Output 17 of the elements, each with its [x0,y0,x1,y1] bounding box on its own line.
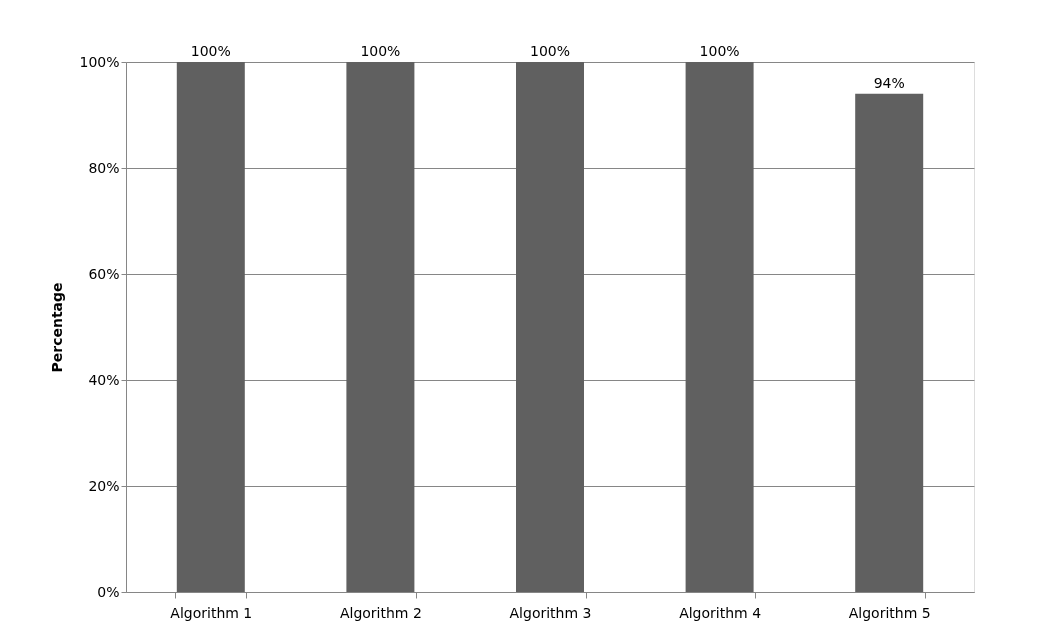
x-tick-label: Algorithm 2 [339,604,422,621]
data-label: 100% [360,43,401,59]
x-tick-label: Algorithm 4 [679,604,762,621]
y-axis-title: Percentage [49,282,66,373]
y-tick-label: 40% [88,371,120,388]
x-tick-label: Algorithm 1 [170,604,253,621]
y-tick-label: 60% [88,265,120,282]
data-label: 100% [190,43,231,59]
y-tick-label: 100% [79,53,120,70]
y-tick-label: 80% [88,159,120,176]
data-label: 100% [529,43,571,59]
data-label: 94% [873,74,905,91]
y-tick-label: 20% [88,477,120,494]
data-label: 100% [699,43,740,59]
x-tick-label: Algorithm 3 [509,604,592,621]
y-tick-label: 0% [97,583,120,600]
x-tick-label: Algorithm 5 [848,604,931,621]
